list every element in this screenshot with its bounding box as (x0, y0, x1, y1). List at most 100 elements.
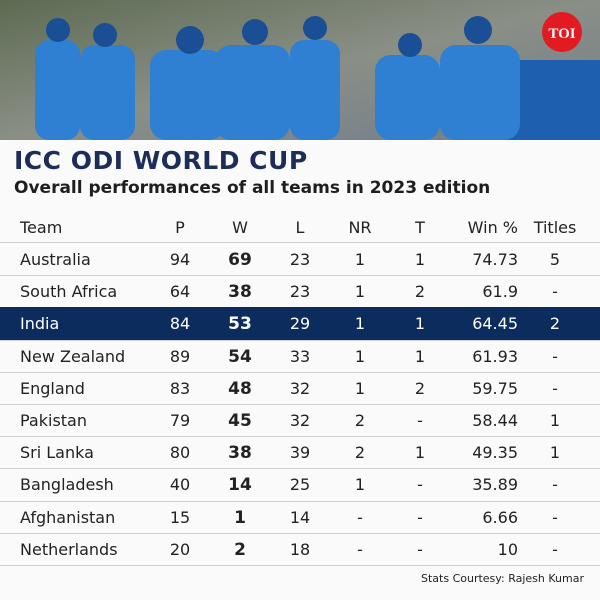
stat-cell: 2 (549, 314, 561, 334)
stat-cell: 1 (414, 314, 426, 334)
team-name: Bangladesh (20, 475, 114, 495)
column-header: NR (348, 218, 372, 237)
column-header: L (295, 218, 305, 237)
stat-cell: 18 (289, 539, 311, 559)
stat-cell: - (552, 282, 558, 302)
stat-cell: 1 (549, 443, 561, 463)
stat-cell: 74.73 (472, 250, 518, 269)
row-separator (0, 371, 600, 373)
team-name: New Zealand (20, 346, 126, 366)
stat-cell: 20 (169, 539, 191, 559)
stat-cell: 1 (234, 507, 246, 528)
column-header: Team (20, 218, 63, 237)
stat-cell: 23 (289, 282, 311, 302)
stat-cell: 2 (234, 539, 246, 560)
stat-cell: - (417, 475, 423, 495)
subtitle: Overall performances of all teams in 202… (14, 178, 491, 198)
stat-cell: 61.93 (472, 346, 518, 366)
stat-cell: 48 (228, 378, 252, 399)
stat-cell: 2 (414, 282, 426, 302)
stat-cell: 38 (228, 443, 252, 464)
stat-cell: 1 (354, 282, 366, 302)
stat-cell: - (417, 539, 423, 559)
header-photo: TOI (0, 0, 600, 140)
stat-cell: 2 (414, 378, 426, 398)
logo: TOI (548, 26, 575, 42)
stat-cell: 32 (289, 378, 311, 398)
stat-cell: 80 (169, 443, 191, 463)
stat-cell: 32 (289, 411, 311, 430)
stat-cell: - (552, 539, 558, 559)
team-name: India (20, 314, 60, 334)
stat-cell: 53 (228, 314, 252, 335)
team-name: Australia (20, 250, 91, 269)
title: ICC ODI WORLD CUP (14, 146, 308, 175)
team-name: Pakistan (20, 411, 87, 430)
stat-cell: 39 (289, 443, 311, 463)
stat-cell: - (417, 411, 423, 430)
team-name: Afghanistan (20, 507, 116, 527)
column-header: Titles (533, 218, 577, 237)
stat-cell: 79 (169, 411, 191, 430)
stat-cell: 15 (169, 507, 191, 527)
stat-cell: 2 (354, 443, 366, 463)
row-separator (0, 242, 600, 243)
row-separator (0, 436, 600, 438)
stat-cell: 1 (354, 378, 366, 398)
stat-cell: 1 (414, 250, 426, 269)
stat-cell: 1 (414, 443, 426, 463)
team-name: Sri Lanka (20, 443, 94, 463)
stat-cell: 6.66 (482, 507, 518, 527)
stat-cell: 83 (169, 378, 191, 398)
stat-cell: 40 (169, 475, 191, 495)
stat-cell: 49.35 (472, 443, 518, 463)
stat-cell: 1 (354, 314, 366, 334)
highlight-band (0, 307, 600, 340)
column-header: P (175, 218, 185, 237)
row-separator (0, 339, 600, 341)
stat-cell: 69 (228, 250, 252, 270)
stat-cell: 89 (169, 346, 191, 366)
credit: Stats Courtesy: Rajesh Kumar (421, 572, 584, 585)
team-name: Netherlands (20, 539, 118, 559)
stat-cell: 1 (354, 250, 366, 269)
team-name: South Africa (20, 282, 118, 302)
stat-cell: 64 (169, 282, 191, 302)
stat-cell: - (552, 507, 558, 527)
stat-cell: - (552, 475, 558, 495)
stat-cell: 33 (289, 346, 311, 366)
stat-cell: 14 (289, 507, 311, 527)
stat-cell: 1 (414, 346, 426, 366)
stat-cell: 45 (228, 411, 252, 431)
row-separator (0, 500, 600, 502)
stat-cell: - (357, 507, 363, 527)
stat-cell: 5 (549, 250, 561, 269)
stat-cell: 58.44 (472, 411, 518, 430)
stat-cell: - (357, 539, 363, 559)
row-separator (0, 404, 600, 405)
stat-cell: 38 (228, 282, 252, 303)
stat-cell: 94 (169, 250, 191, 269)
stat-cell: 23 (289, 250, 311, 269)
row-separator (0, 275, 600, 277)
stat-cell: 59.75 (472, 378, 518, 398)
row-separator (0, 532, 600, 534)
column-header: T (415, 218, 425, 237)
stat-cell: 2 (354, 411, 366, 430)
stat-cell: 1 (354, 346, 366, 366)
row-separator (0, 468, 600, 470)
stat-cell: 25 (289, 475, 311, 495)
row-separator (0, 565, 600, 566)
stat-cell: 10 (497, 539, 518, 559)
stat-cell: - (552, 378, 558, 398)
stat-cell: 35.89 (472, 475, 518, 495)
stat-cell: 84 (169, 314, 191, 334)
stat-cell: 61.9 (482, 282, 518, 302)
stat-cell: - (417, 507, 423, 527)
column-header: Win % (467, 218, 518, 237)
stat-cell: 64.45 (472, 314, 518, 334)
stat-cell: 29 (289, 314, 311, 334)
stat-cell: 1 (549, 411, 561, 430)
column-header: W (232, 218, 248, 237)
